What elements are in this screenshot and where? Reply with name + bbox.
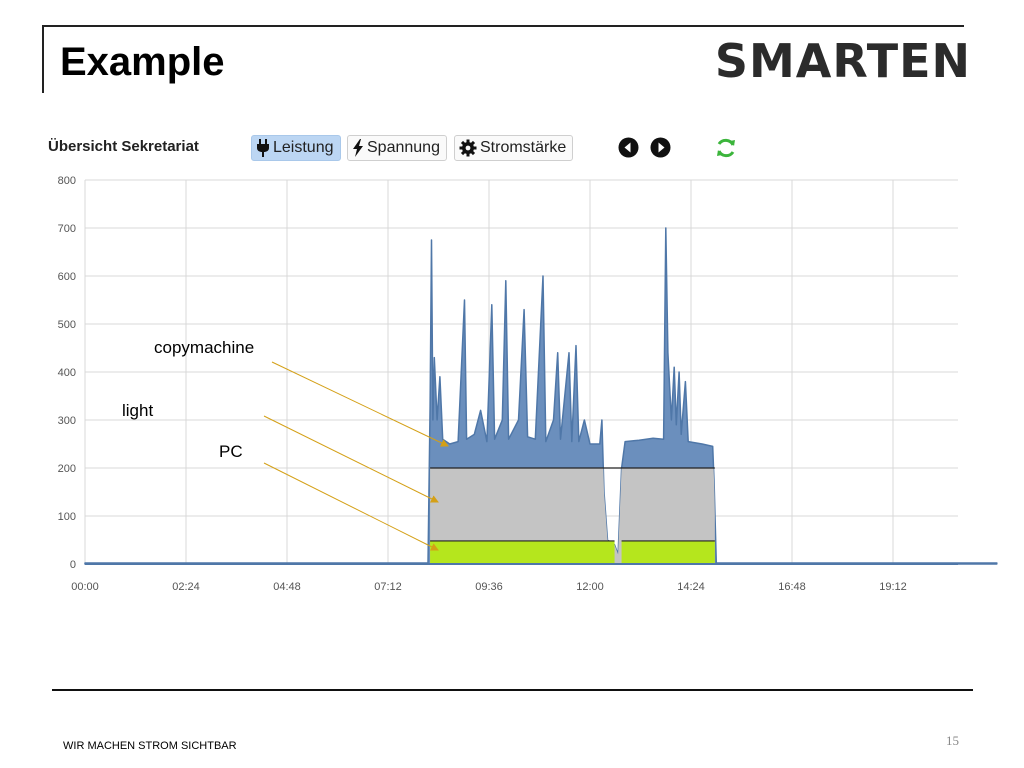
y-tick-label: 500: [58, 319, 76, 331]
chart-title: Übersicht Sekretariat: [48, 138, 199, 155]
pc-area: [430, 540, 615, 564]
x-tick-label: 16:48: [778, 581, 806, 593]
annotation-arrow-light: [263, 415, 439, 503]
spannung-button[interactable]: Spannung: [347, 135, 447, 161]
previous-icon[interactable]: [618, 137, 639, 158]
x-tick-label: 12:00: [576, 581, 604, 593]
stromstaerke-button[interactable]: Stromstärke: [454, 135, 574, 161]
y-tick-label: 800: [58, 175, 76, 187]
annotation-copymachine: copymachine: [154, 338, 254, 357]
y-tick-label: 200: [58, 463, 76, 475]
annotation-PC: PC: [219, 442, 243, 461]
pc-area: [621, 540, 715, 564]
brand-logo: SMARTEN: [714, 34, 971, 88]
annotation-light: light: [122, 401, 153, 420]
next-icon[interactable]: [650, 137, 671, 158]
footer-tagline: WIR MACHEN STROM SICHTBAR: [63, 740, 237, 752]
y-tick-label: 0: [70, 559, 76, 571]
copymachine-area: [84, 227, 998, 565]
spannung-label: Spannung: [367, 139, 440, 156]
annotation-arrow-PC: [263, 462, 439, 551]
power-chart: 0 100 200 300 400 500 600 700 800 00:00 02:24 04:48…: [58, 175, 998, 593]
y-tick-label: 700: [58, 223, 76, 235]
x-tick-label: 04:48: [273, 581, 301, 593]
refresh-icon[interactable]: [714, 136, 738, 160]
lightning-icon: [353, 139, 363, 157]
chart-annotations: copymachine light PC: [122, 338, 449, 551]
x-tick-label: 00:00: [71, 581, 99, 593]
plug-icon: [257, 139, 269, 157]
leistung-button[interactable]: Leistung: [251, 135, 341, 161]
chart-axes: 0 100 200 300 400 500 600 700 800 00:00 02:24 04:48…: [58, 175, 907, 593]
footer-rule: [52, 689, 973, 691]
x-tick-label: 09:36: [475, 581, 503, 593]
gear-icon: [459, 139, 477, 157]
page-number: 15: [946, 733, 959, 748]
frame-top-border: [42, 25, 964, 27]
x-tick-label: 02:24: [172, 581, 200, 593]
stromstaerke-label: Stromstärke: [480, 139, 567, 156]
frame-left-border: [42, 25, 44, 93]
chart-toolbar: Übersicht Sekretariat Leistung Spannung: [48, 134, 768, 164]
x-tick-label: 19:12: [879, 581, 907, 593]
y-tick-label: 400: [58, 367, 76, 379]
annotation-arrow-copymachine: [271, 361, 449, 447]
y-tick-label: 300: [58, 415, 76, 427]
leistung-label: Leistung: [273, 139, 334, 156]
slide-title: Example: [60, 40, 225, 84]
y-tick-label: 600: [58, 271, 76, 283]
x-tick-label: 07:12: [374, 581, 402, 593]
x-tick-label: 14:24: [677, 581, 705, 593]
y-tick-label: 100: [58, 511, 76, 523]
chart-areas: [84, 227, 998, 565]
